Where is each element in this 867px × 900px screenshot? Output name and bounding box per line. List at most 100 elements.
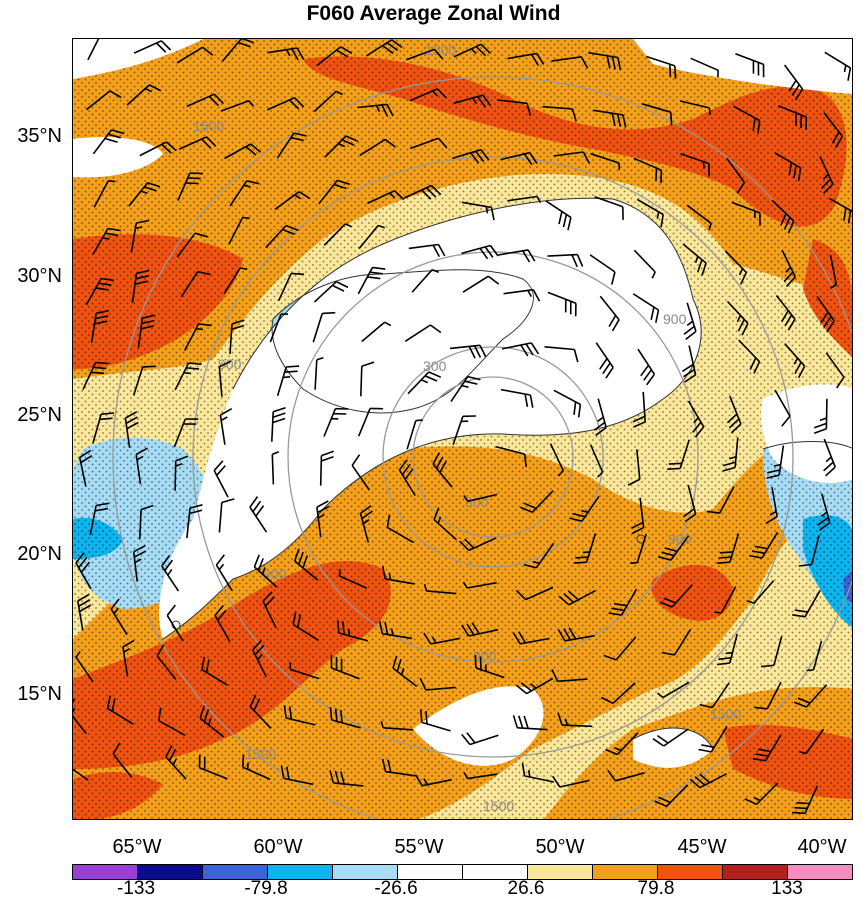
- wind-barb: [792, 785, 819, 815]
- wind-barb: [215, 554, 233, 592]
- ring-label: 900: [473, 648, 497, 664]
- wind-barb: [138, 504, 154, 540]
- wind-barb: [501, 342, 540, 357]
- wind-barb: [794, 684, 828, 708]
- colorbar-swatch: [463, 865, 528, 879]
- latitude-label: 25°N: [17, 404, 62, 426]
- wind-barb: [498, 249, 536, 263]
- wind-barb: [358, 224, 386, 250]
- wind-barb: [73, 698, 87, 735]
- wind-barb: [330, 655, 360, 680]
- colorbar-swatch: [593, 865, 658, 879]
- wind-barb: [792, 590, 821, 618]
- wind-barb: [176, 232, 208, 258]
- wind-barb: [173, 418, 199, 448]
- wind-barb: [186, 93, 224, 108]
- wind-barb: [219, 408, 233, 445]
- wind-barb: [500, 388, 534, 408]
- wind-barb: [359, 505, 373, 543]
- longitude-label: 65°W: [112, 836, 162, 858]
- wind-barb: [497, 99, 532, 117]
- latitude-label: 30°N: [17, 265, 62, 287]
- wind-barb: [262, 591, 277, 629]
- ring-label: 900: [218, 356, 242, 372]
- wind-barb: [474, 654, 505, 679]
- wind-barb: [199, 705, 225, 738]
- wind-barb: [781, 249, 797, 287]
- wind-barb: [218, 498, 235, 533]
- wind-barb: [549, 443, 565, 477]
- wind-barb: [380, 720, 414, 731]
- ring-label: 1500: [193, 118, 224, 134]
- wind-barb: [357, 103, 394, 117]
- wind-barb: [731, 201, 761, 226]
- colorbar-swatch: [73, 865, 138, 879]
- wind-barb: [131, 269, 150, 304]
- wind-barb: [329, 707, 361, 729]
- wind-barb: [161, 555, 180, 592]
- wind-barb: [690, 57, 719, 78]
- wind-barb: [229, 319, 245, 354]
- colorbar-swatch: [203, 865, 268, 879]
- wind-barb: [249, 496, 268, 533]
- wind-barb: [825, 352, 845, 389]
- wind-barb: [461, 732, 499, 746]
- wind-barb: [90, 309, 110, 344]
- wind-barb: [137, 314, 156, 349]
- wind-barb: [180, 270, 211, 298]
- wind-barb: [798, 535, 820, 567]
- wind-barb: [86, 90, 122, 111]
- wind-barb: [329, 770, 364, 787]
- colorbar-swatch: [658, 865, 723, 879]
- wind-barb: [680, 100, 712, 115]
- wind-barb: [784, 343, 806, 379]
- wind-barb: [132, 365, 156, 396]
- longitude-label: 50°W: [535, 836, 585, 858]
- wind-barb: [229, 180, 260, 207]
- wind-barb: [829, 255, 838, 289]
- wind-barb: [657, 681, 690, 699]
- wind-barb: [177, 172, 203, 201]
- wind-barb: [406, 48, 444, 61]
- wind-barb: [726, 157, 746, 194]
- wind-barb: [78, 449, 93, 487]
- wind-barb: [338, 568, 368, 589]
- wind-barb: [752, 734, 782, 762]
- longitude-label: 45°W: [677, 836, 727, 858]
- wind-barb: [646, 55, 677, 79]
- wind-barb: [323, 407, 349, 437]
- wind-barb: [819, 156, 834, 194]
- wind-barb: [590, 152, 621, 171]
- wind-barb: [659, 584, 693, 608]
- wind-barb: [462, 275, 500, 293]
- colorbar-swatch: [528, 865, 593, 879]
- wind-barb: [813, 398, 828, 434]
- colorbar-swatch: [333, 865, 398, 879]
- wind-barb: [632, 293, 660, 323]
- wind-barb: [316, 500, 330, 538]
- wind-barb: [158, 707, 186, 736]
- latitude-label: 35°N: [17, 125, 62, 147]
- wind-barb: [186, 504, 203, 539]
- wind-barb: [224, 143, 262, 160]
- wind-barb: [323, 223, 353, 246]
- wind-barb: [408, 243, 446, 257]
- wind-barb: [269, 313, 288, 343]
- wind-barb: [588, 51, 622, 71]
- wind-barb: [605, 732, 639, 756]
- wind-barb: [266, 96, 305, 111]
- colorbar-label: 79.8: [637, 878, 675, 899]
- wind-barb: [378, 620, 413, 640]
- wind-barb: [110, 598, 128, 636]
- wind-barb: [85, 277, 115, 306]
- wind-barb: [547, 253, 584, 268]
- wind-barb: [271, 450, 280, 485]
- wind-barb: [754, 681, 782, 710]
- wind-barb: [654, 784, 689, 808]
- wind-barb: [126, 84, 162, 106]
- wind-barb: [249, 694, 272, 729]
- colorbar-swatch: [138, 865, 203, 879]
- wind-barb: [112, 742, 133, 778]
- wind-barb: [183, 323, 212, 351]
- wind-barb: [828, 197, 852, 224]
